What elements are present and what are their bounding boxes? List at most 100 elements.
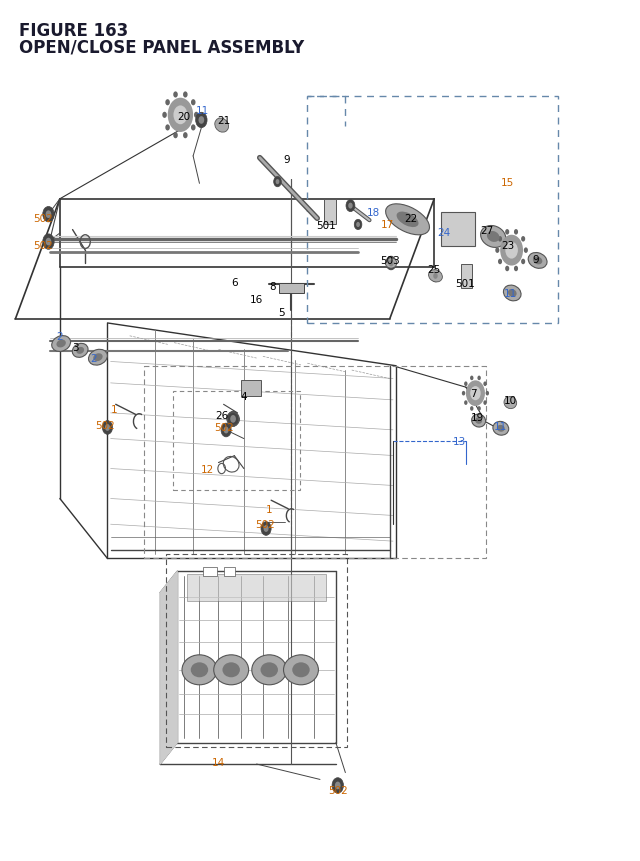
- Ellipse shape: [215, 119, 228, 133]
- Circle shape: [168, 99, 193, 133]
- Ellipse shape: [533, 257, 542, 265]
- Text: 9: 9: [532, 254, 539, 264]
- Bar: [223, 567, 235, 576]
- Ellipse shape: [252, 655, 287, 685]
- Circle shape: [348, 203, 353, 209]
- Circle shape: [470, 406, 474, 412]
- Text: 4: 4: [241, 391, 247, 401]
- Circle shape: [163, 113, 167, 119]
- Ellipse shape: [429, 270, 442, 282]
- Ellipse shape: [88, 350, 108, 366]
- Circle shape: [183, 133, 188, 139]
- Text: 13: 13: [453, 437, 466, 447]
- Ellipse shape: [385, 258, 397, 269]
- Polygon shape: [160, 572, 177, 764]
- Text: 10: 10: [504, 395, 517, 406]
- Circle shape: [346, 201, 355, 213]
- Ellipse shape: [76, 348, 84, 355]
- Circle shape: [261, 522, 271, 536]
- Text: 502: 502: [33, 214, 52, 223]
- Text: 17: 17: [381, 220, 394, 230]
- Text: 22: 22: [404, 214, 417, 223]
- Ellipse shape: [214, 655, 248, 685]
- Circle shape: [433, 274, 438, 280]
- Circle shape: [198, 117, 204, 125]
- Ellipse shape: [497, 425, 505, 432]
- Ellipse shape: [397, 213, 419, 228]
- Text: 21: 21: [217, 116, 230, 126]
- Circle shape: [227, 412, 239, 427]
- Circle shape: [500, 235, 523, 266]
- Text: 15: 15: [500, 177, 514, 188]
- Circle shape: [165, 100, 170, 106]
- Circle shape: [477, 376, 481, 381]
- Circle shape: [498, 259, 502, 265]
- Bar: [324, 200, 336, 226]
- Text: 502: 502: [328, 784, 348, 795]
- Text: 24: 24: [437, 228, 451, 238]
- Circle shape: [196, 113, 207, 128]
- Ellipse shape: [284, 655, 319, 685]
- Circle shape: [356, 223, 360, 228]
- Text: 11: 11: [504, 288, 517, 299]
- Circle shape: [194, 113, 198, 119]
- Circle shape: [264, 525, 269, 532]
- Text: 26: 26: [215, 410, 228, 420]
- Bar: [241, 381, 261, 396]
- Text: 7: 7: [470, 388, 477, 399]
- Text: 502: 502: [214, 423, 234, 433]
- Text: 11: 11: [196, 106, 209, 115]
- Ellipse shape: [481, 226, 506, 248]
- Text: 8: 8: [269, 282, 276, 292]
- Circle shape: [386, 257, 396, 270]
- Text: 16: 16: [250, 294, 263, 305]
- Ellipse shape: [52, 336, 70, 352]
- Text: 18: 18: [367, 208, 381, 218]
- Circle shape: [43, 234, 54, 250]
- Circle shape: [477, 406, 481, 412]
- Text: 501: 501: [316, 221, 336, 231]
- Text: 6: 6: [231, 277, 237, 288]
- Text: 502: 502: [33, 241, 52, 251]
- Ellipse shape: [223, 663, 240, 678]
- Circle shape: [355, 220, 362, 231]
- Ellipse shape: [56, 340, 66, 348]
- Ellipse shape: [191, 663, 208, 678]
- Circle shape: [173, 106, 188, 125]
- Text: 12: 12: [200, 465, 214, 475]
- Ellipse shape: [504, 286, 521, 301]
- Text: 501: 501: [455, 278, 474, 288]
- Circle shape: [191, 100, 196, 106]
- Ellipse shape: [292, 663, 310, 678]
- Text: 502: 502: [96, 420, 115, 430]
- Circle shape: [274, 177, 282, 188]
- Circle shape: [335, 782, 340, 790]
- Text: FIGURE 163: FIGURE 163: [19, 22, 128, 40]
- Text: 1: 1: [111, 405, 117, 415]
- Circle shape: [45, 238, 51, 246]
- Text: 27: 27: [480, 226, 493, 236]
- Circle shape: [191, 125, 196, 132]
- Bar: [279, 283, 304, 294]
- Circle shape: [495, 248, 499, 254]
- Text: 25: 25: [428, 264, 441, 275]
- Text: 19: 19: [470, 412, 484, 423]
- Ellipse shape: [260, 663, 278, 678]
- Bar: [461, 264, 472, 288]
- Circle shape: [332, 777, 344, 793]
- FancyBboxPatch shape: [441, 214, 476, 246]
- Circle shape: [173, 92, 178, 98]
- Ellipse shape: [475, 418, 482, 424]
- Ellipse shape: [93, 354, 102, 362]
- Circle shape: [431, 270, 440, 282]
- Circle shape: [521, 237, 525, 242]
- Circle shape: [105, 424, 110, 431]
- Ellipse shape: [72, 344, 88, 358]
- Ellipse shape: [504, 397, 516, 409]
- Circle shape: [505, 266, 509, 272]
- Text: 5: 5: [278, 307, 285, 318]
- Bar: [203, 567, 216, 576]
- Circle shape: [470, 387, 481, 400]
- Circle shape: [521, 259, 525, 265]
- Text: 9: 9: [284, 155, 291, 165]
